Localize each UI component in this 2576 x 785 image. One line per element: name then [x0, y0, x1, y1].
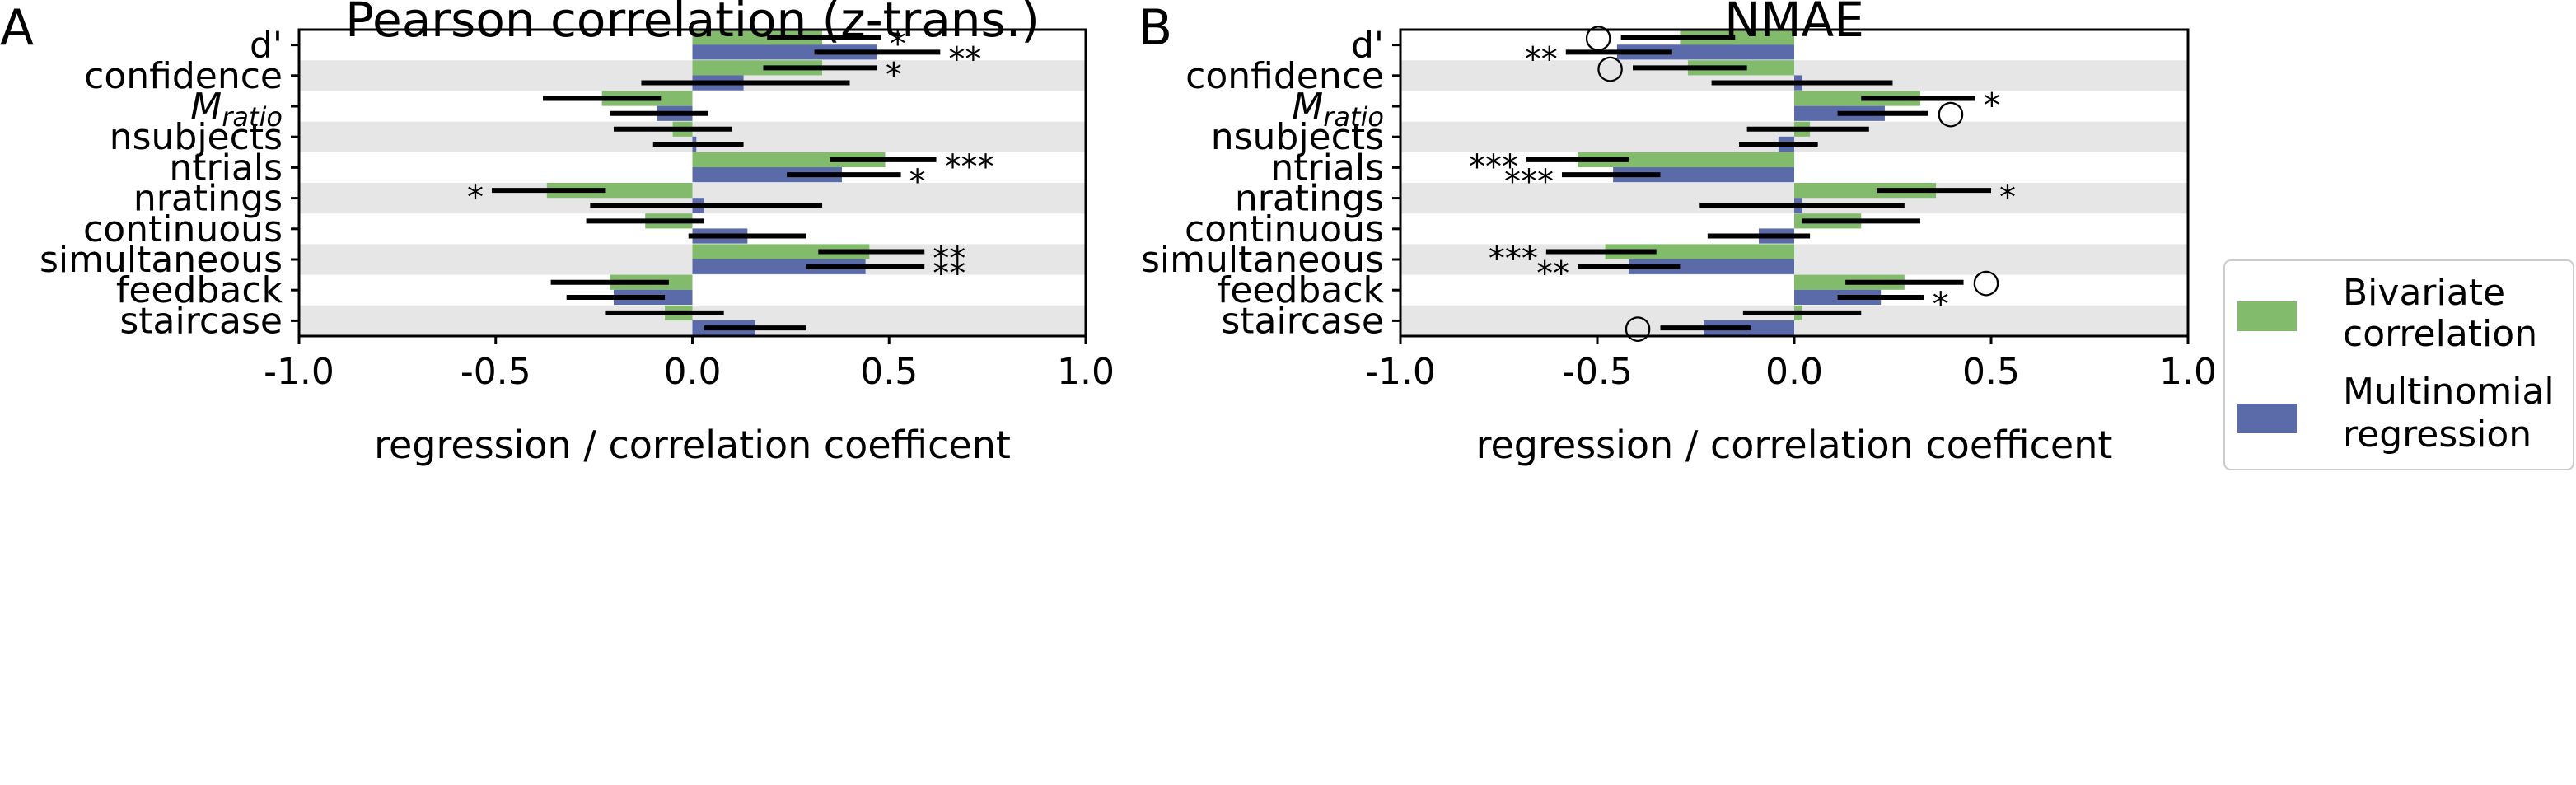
x-tick-label: 1.0 — [1057, 351, 1115, 393]
y-tick-label-staircase: staircase — [119, 300, 283, 342]
panel-a-title: Pearson correlation (z-trans.) — [345, 0, 1040, 48]
x-tick-label: 0.0 — [1765, 351, 1823, 393]
x-tick-label: -0.5 — [1562, 351, 1633, 393]
bar-multinomial-simultaneous — [1629, 259, 1794, 274]
bar-bivariate-ntrials — [692, 152, 886, 168]
significance-label: *** — [945, 148, 994, 186]
y-tick-label-continuous: continuous — [83, 208, 283, 250]
significance-label: ** — [1536, 255, 1569, 293]
bar-bivariate-d — [1680, 30, 1794, 45]
panel-letter-b: B — [1138, 0, 1172, 57]
y-tick-label-feedback: feedback — [116, 269, 283, 311]
bar-bivariate-simultaneous — [692, 244, 870, 259]
y-tick-label-nsubjects: nsubjects — [110, 116, 283, 158]
bar-multinomial-simultaneous — [692, 259, 866, 274]
x-axis-label: regression / correlation coefficent — [1476, 423, 2113, 467]
x-tick-label: -1.0 — [264, 351, 334, 393]
y-tick-label-nsubjects: nsubjects — [1211, 116, 1384, 158]
y-tick-label-confidence: confidence — [84, 55, 283, 97]
panel-letter-a: A — [0, 0, 34, 57]
significance-label: * — [1999, 179, 2016, 217]
y-tick-label-staircase: staircase — [1221, 300, 1384, 342]
bar-multinomial-d — [1616, 44, 1794, 60]
y-tick-label-ntrials: ntrials — [169, 147, 283, 189]
legend-label-multinomial-line1: Multinomial — [2343, 371, 2555, 413]
significance-label: ○ — [1972, 263, 2001, 301]
legend-label-bivariate-line2: correlation — [2343, 313, 2537, 355]
significance-label: * — [467, 179, 484, 217]
significance-label: * — [1984, 87, 2000, 125]
significance-label: * — [1933, 286, 1949, 324]
significance-label: *** — [1489, 241, 1538, 278]
significance-label: *** — [1504, 163, 1554, 201]
legend-frame — [2223, 259, 2574, 470]
x-tick-label: 0.5 — [860, 351, 918, 393]
significance-label: ** — [933, 241, 965, 278]
significance-label: * — [886, 56, 902, 94]
significance-label: ** — [1525, 40, 1558, 78]
y-tick-label-m-ratio: Mratio — [190, 86, 283, 133]
y-tick-label-simultaneous: simultaneous — [40, 239, 283, 281]
x-tick-label: 0.0 — [664, 351, 722, 393]
y-tick-label-nratings: nratings — [133, 178, 283, 220]
legend-label-multinomial-line2: regression — [2343, 414, 2532, 456]
bar-multinomial-ntrials — [692, 167, 842, 183]
x-tick-label: -0.5 — [461, 351, 531, 393]
y-tick-label-continuous: continuous — [1185, 208, 1384, 250]
panel-b-chart: ○○********○**○******○d'confidenceMration… — [1141, 0, 2217, 467]
legend-label-bivariate-line1: Bivariate — [2343, 272, 2505, 314]
y-tick-label-ntrials: ntrials — [1270, 147, 1384, 189]
significance-label: ○ — [1937, 94, 1966, 132]
bar-bivariate-d — [692, 30, 823, 45]
x-tick-label: -1.0 — [1365, 351, 1436, 393]
y-tick-label-simultaneous: simultaneous — [1141, 239, 1384, 281]
legend-swatch-multinomial — [2237, 404, 2297, 433]
significance-label: ** — [933, 255, 965, 293]
significance-label: ○ — [1624, 308, 1653, 346]
panel-a-chart: *************d'confidenceMrationsubjects… — [40, 0, 1115, 467]
x-tick-label: 0.5 — [1962, 351, 2020, 393]
y-tick-label-d: d' — [1351, 25, 1384, 67]
bar-bivariate-confidence — [692, 60, 823, 76]
y-tick-label-feedback: feedback — [1218, 269, 1385, 311]
significance-label: ** — [948, 40, 981, 78]
x-axis-label: regression / correlation coefficent — [374, 423, 1011, 467]
y-tick-label-nratings: nratings — [1235, 178, 1384, 220]
y-tick-label-m-ratio: Mratio — [1292, 86, 1384, 133]
significance-label: *** — [1469, 148, 1518, 186]
significance-label: * — [909, 163, 926, 201]
bar-multinomial-ntrials — [1613, 167, 1794, 183]
legend: Bivariate correlation Multinomial regres… — [2223, 259, 2574, 470]
bar-bivariate-simultaneous — [1605, 244, 1794, 259]
panel-b-title: NMAE — [1724, 0, 1864, 48]
bar-bivariate-m-ratio — [1794, 91, 1920, 106]
bar-multinomial-d — [692, 44, 877, 60]
significance-label: ○ — [1584, 17, 1613, 55]
x-tick-label: 1.0 — [2159, 351, 2217, 393]
y-tick-label-confidence: confidence — [1185, 55, 1384, 97]
bar-bivariate-ntrials — [1578, 152, 1794, 168]
bar-bivariate-nratings — [546, 183, 693, 199]
legend-swatch-bivariate — [2237, 301, 2297, 331]
y-tick-label-d: d' — [250, 25, 283, 67]
bar-bivariate-nratings — [1794, 183, 1937, 199]
